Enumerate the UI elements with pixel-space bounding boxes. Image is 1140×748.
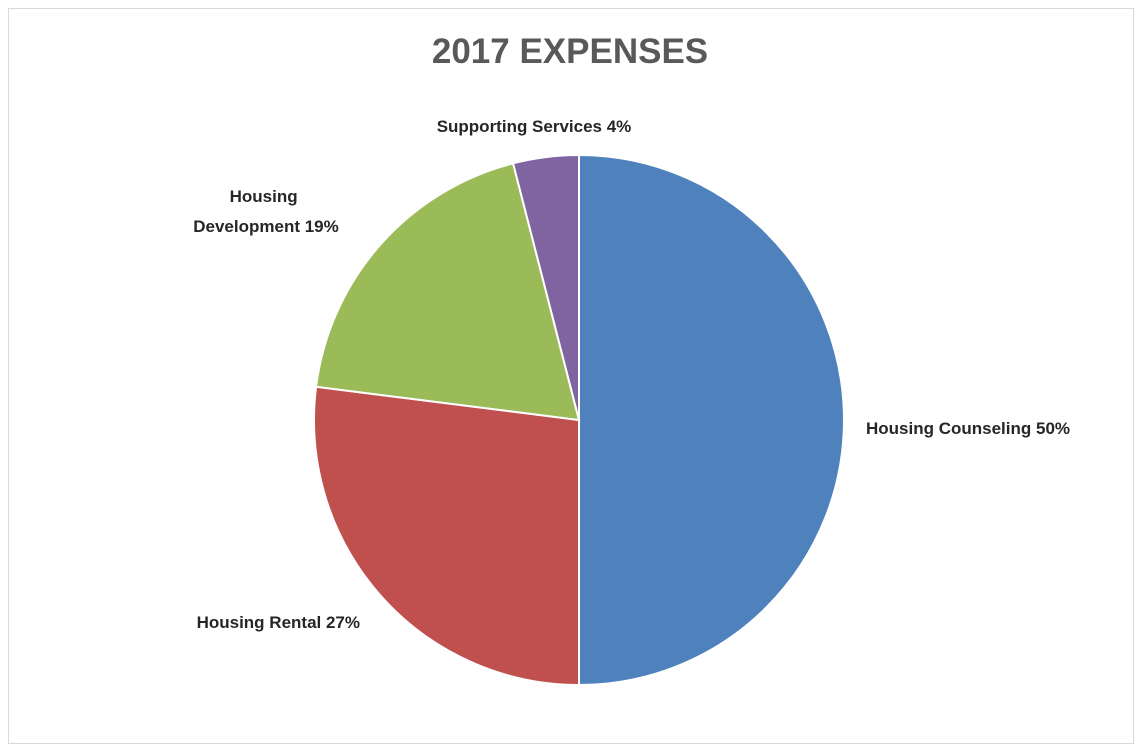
slice-housing-rental <box>313 385 580 687</box>
label-housing-counseling: Housing Counseling 50% <box>866 419 1070 438</box>
slice-housing-development <box>314 162 581 422</box>
label-housing-development-line2: Development 19% <box>193 217 339 236</box>
label-housing-development: Housing Development 19% <box>193 187 339 236</box>
label-housing-rental: Housing Rental 27% <box>197 613 360 632</box>
label-housing-development-line1: Housing <box>230 187 298 206</box>
chart-title: 2017 EXPENSES <box>431 32 709 71</box>
slice-supporting-services <box>511 153 580 421</box>
slice-housing-counseling <box>578 153 845 687</box>
label-supporting-services: Supporting Services 4% <box>437 117 632 136</box>
pie-slices <box>313 153 845 687</box>
